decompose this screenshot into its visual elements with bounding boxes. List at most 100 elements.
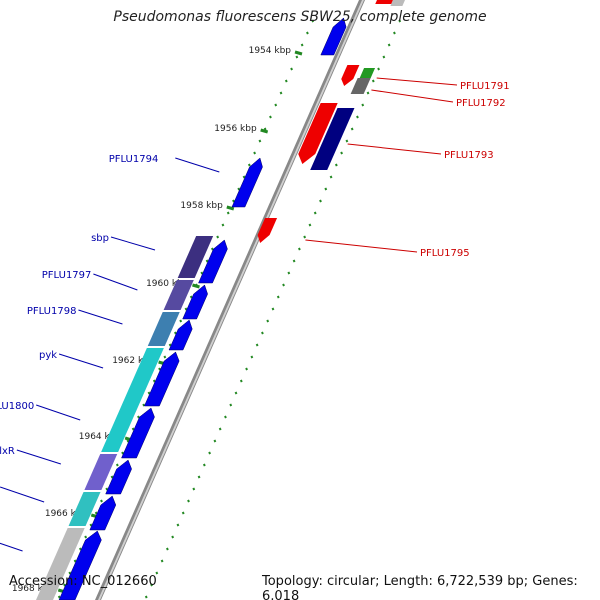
gene-forward xyxy=(143,351,180,407)
tick-dot-right xyxy=(382,55,386,59)
tick-dot-left xyxy=(147,391,151,395)
tick-dot-left xyxy=(142,403,146,407)
tick-dot-right xyxy=(271,307,275,311)
tick-dot-left xyxy=(179,319,183,323)
tick-dot-left xyxy=(131,427,135,431)
tick-dot-left xyxy=(105,487,109,491)
tick-dot-left xyxy=(110,475,114,479)
kbp-tick-label: 1962 kbp xyxy=(112,356,155,366)
gene-reverse xyxy=(257,218,278,243)
gene-reverse-grey xyxy=(350,78,371,94)
tick-dot-left xyxy=(200,271,204,275)
gene-forward xyxy=(58,530,102,600)
forward-genes xyxy=(58,17,347,600)
tick-dot-left xyxy=(269,115,272,119)
tick-dot-right xyxy=(356,115,359,119)
tick-dot-left xyxy=(263,127,267,131)
tick-dot-right xyxy=(192,487,196,491)
gene-label-leader xyxy=(371,89,454,103)
gene-forward xyxy=(89,495,117,531)
tick-dot-right xyxy=(202,463,206,467)
tick-dot-right xyxy=(377,67,380,71)
genome-backbone-highlight xyxy=(98,0,365,600)
tick-dot-right xyxy=(155,571,159,575)
tick-dot-right xyxy=(224,415,227,419)
tick-dot-left xyxy=(152,379,156,383)
gene-forward xyxy=(320,17,347,56)
tick-dot-left xyxy=(295,55,299,59)
kbp-tick-mark xyxy=(260,128,269,134)
tick-dot-right xyxy=(329,175,333,179)
tick-dot-right xyxy=(319,199,322,203)
tick-dot-left xyxy=(216,235,220,239)
tick-dot-left xyxy=(306,31,309,35)
gene-forward xyxy=(198,239,228,284)
tick-dot-right xyxy=(187,499,190,503)
gene-label-left: PFLU1797 xyxy=(42,270,92,281)
tick-dot-right xyxy=(334,163,338,167)
cds-feature-block xyxy=(147,312,180,346)
tick-dot-left xyxy=(168,343,172,347)
tick-dot-right xyxy=(197,475,201,479)
tick-dot-right xyxy=(213,439,217,443)
gene-label-right: PFLU1795 xyxy=(420,248,470,259)
kbp-tick-label: 1968 kbp xyxy=(12,584,55,594)
kbp-tick-mark xyxy=(294,50,303,56)
kbp-tick-label: 1966 kbp xyxy=(45,509,88,519)
tick-dot-left xyxy=(73,559,77,563)
gene-label-left: glxR xyxy=(0,446,15,457)
tick-dot-left xyxy=(247,163,251,167)
kbp-tick-label: 1956 kbp xyxy=(214,124,257,134)
tick-dot-left xyxy=(89,523,93,527)
cds-feature-block xyxy=(84,454,118,490)
gene-label-left: sbp xyxy=(91,233,109,244)
kbp-tick-label: 1958 kbp xyxy=(180,201,223,211)
tick-dot-right xyxy=(366,91,370,95)
tick-dot-left xyxy=(290,67,293,71)
tick-dot-right xyxy=(303,235,307,239)
cds-feature-block xyxy=(163,280,194,310)
tick-dot-left xyxy=(174,331,177,335)
gene-label-left: PFLU1800 xyxy=(0,401,34,412)
gene-label-leader xyxy=(58,353,104,369)
tick-dot-right xyxy=(171,535,175,539)
gene-label-leader xyxy=(110,236,156,251)
kbp-tick-mark xyxy=(192,283,200,289)
tick-dot-right xyxy=(176,523,180,527)
tick-dot-left xyxy=(237,187,241,191)
kbp-tick-label: 1960 kbp xyxy=(146,279,189,289)
cds-feature-block xyxy=(36,528,85,600)
tick-dot-right xyxy=(393,31,396,35)
gene-forward xyxy=(121,407,155,459)
tick-dot-right xyxy=(287,271,291,275)
tick-dot-right xyxy=(165,547,169,551)
tick-dot-right xyxy=(250,355,254,359)
tick-dot-left xyxy=(57,595,61,599)
tick-dot-right xyxy=(245,367,248,371)
tick-dot-right xyxy=(371,79,375,83)
gene-marker-green xyxy=(359,68,376,78)
gene-label-leader xyxy=(0,486,45,503)
tick-dot-left xyxy=(68,571,72,575)
reverse-genes xyxy=(257,65,376,243)
gene-label-leader xyxy=(93,273,138,291)
topology-text: Topology: circular; Length: 6,722,539 bp… xyxy=(262,574,578,600)
kbp-tick-mark xyxy=(226,205,235,211)
gene-label-left: pyk xyxy=(39,350,57,361)
genome-title: Pseudomonas fluorescens SBW25, complete … xyxy=(113,9,487,25)
gene-label-leader xyxy=(0,542,23,552)
gene-label-right: PFLU1791 xyxy=(460,81,510,92)
tick-dot-right xyxy=(144,595,148,599)
gene-reverse xyxy=(298,103,338,164)
cds-feature-block xyxy=(101,348,164,452)
tick-dot-left xyxy=(226,211,230,215)
gene-label-leader xyxy=(305,239,418,253)
tick-dot-left xyxy=(126,439,130,443)
tick-dot-right xyxy=(150,583,153,587)
tick-dot-left xyxy=(163,355,167,359)
tick-dot-right xyxy=(297,247,301,251)
tick-dot-left xyxy=(279,91,283,95)
cds-feature-block xyxy=(68,492,101,526)
